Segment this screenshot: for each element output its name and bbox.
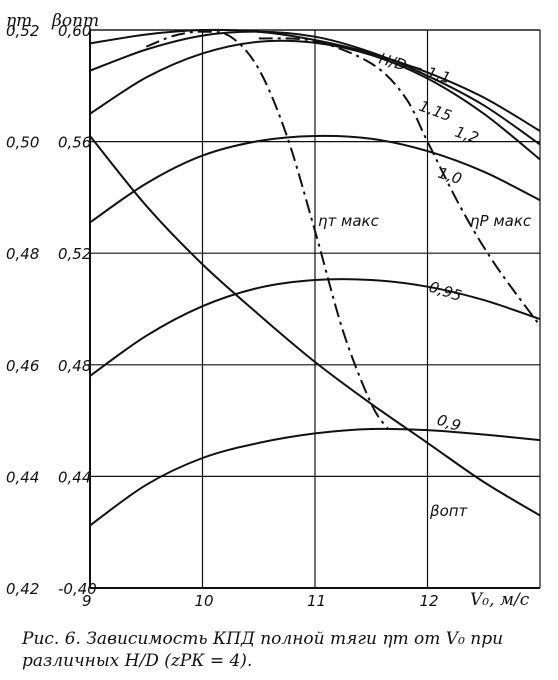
series-label: ηт макс <box>318 212 380 230</box>
x-axis-label: V₀, м/с <box>470 590 530 610</box>
y-right-tick-label: 0,48 <box>58 357 91 375</box>
grid <box>89 29 541 589</box>
series-label: 1,2 <box>453 123 481 147</box>
y-right-tick-label: 0,56 <box>58 134 91 152</box>
y-left-tick-label: 0,44 <box>6 468 39 486</box>
series-label: 1,15 <box>417 97 455 125</box>
y-right-tick-label: 0,44 <box>58 468 91 486</box>
y-left-tick-label: 0,52 <box>6 22 39 40</box>
series-line <box>89 30 541 146</box>
caption-line-1: Рис. 6. Зависимость КПД полной тяги ηт о… <box>22 629 504 649</box>
y-left-tick-label: 0,48 <box>6 245 39 263</box>
right-axis-title: βопт <box>51 11 99 31</box>
series-line <box>89 135 541 517</box>
series-line <box>89 427 541 527</box>
y-left-tick-label: 0,50 <box>6 134 39 152</box>
series-label: 0,95 <box>427 278 464 305</box>
y-right-tick-label: -0,40 <box>58 580 97 598</box>
tick-labels: 0,42 0,44 0,46 0,48 0,50 0,52 -0,40 0,44 0,48 0,5… <box>6 22 532 610</box>
x-tick-label: 10 <box>195 592 214 610</box>
series-line <box>89 278 541 377</box>
y-left-tick-label: 0,42 <box>6 580 39 598</box>
series-label: βопт <box>429 502 469 520</box>
series-label: 1,0 <box>436 164 464 188</box>
series-line <box>258 37 541 327</box>
series-label: H/D = 1,1 <box>377 50 453 88</box>
y-right-tick-label: 0,52 <box>58 245 91 263</box>
figure-caption: Рис. 6. Зависимость КПД полной тяги ηт о… <box>22 628 552 672</box>
y-right-tick-label: 0,60 <box>58 22 91 40</box>
series-layer <box>89 28 541 527</box>
y-left-tick-label: 0,46 <box>6 357 39 375</box>
series-label: ηP макс <box>470 212 532 230</box>
series-line <box>89 28 541 132</box>
x-tick-label: 11 <box>307 592 326 610</box>
left-axis-title: ηт <box>6 11 32 31</box>
caption-line-2: различных H/D (zРК = 4). <box>22 651 253 671</box>
x-tick-label: 12 <box>420 592 439 610</box>
series-line <box>89 134 541 224</box>
chart: 0,42 0,44 0,46 0,48 0,50 0,52 -0,40 0,44 0,48 0,5… <box>6 11 541 610</box>
series-line <box>145 30 389 430</box>
x-tick-label: 9 <box>82 592 92 610</box>
series-line <box>89 39 541 161</box>
